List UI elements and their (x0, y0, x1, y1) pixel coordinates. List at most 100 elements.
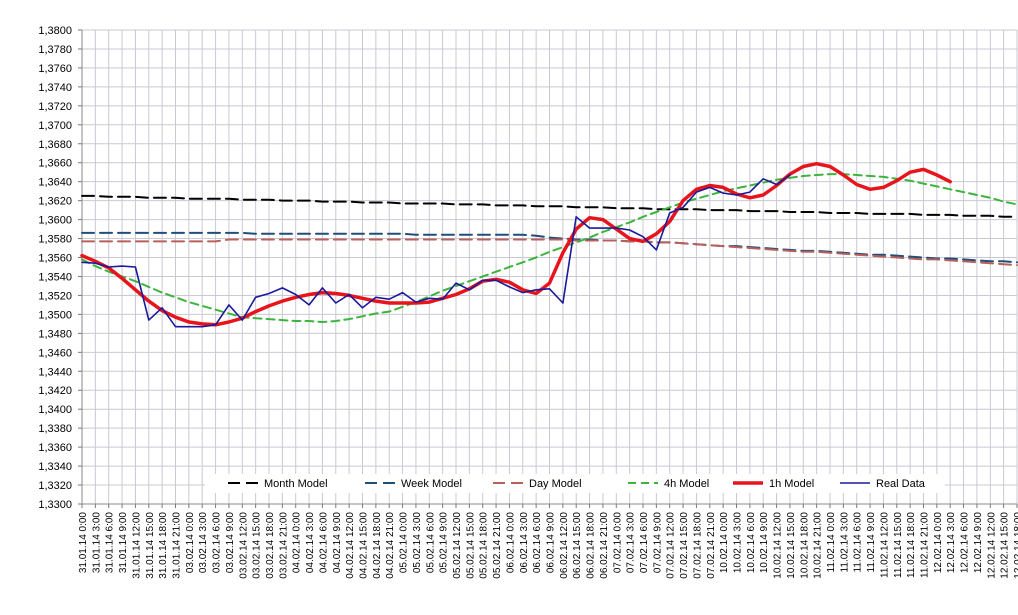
x-tick-label: 05.02.14 0:00 (399, 512, 410, 574)
x-tick-label: 06.02.14 21:00 (599, 512, 610, 579)
x-tick-label: 03.02.14 18:00 (265, 512, 276, 579)
x-tick-label: 04.02.14 0:00 (292, 512, 303, 574)
x-tick-label: 06.02.14 9:00 (546, 512, 557, 574)
y-tick-label: 1,3460 (38, 347, 72, 359)
x-tick-label: 31.01.14 18:00 (158, 512, 169, 579)
x-tick-label: 31.01.14 15:00 (145, 512, 156, 579)
x-tick-label: 10.02.14 6:00 (746, 512, 757, 574)
x-tick-label: 03.02.14 9:00 (225, 512, 236, 574)
x-tick-label: 12.02.14 12:00 (986, 512, 997, 579)
x-tick-label: 05.02.14 3:00 (412, 512, 423, 574)
y-tick-label: 1,3680 (38, 139, 72, 151)
y-tick-label: 1,3740 (38, 82, 72, 94)
series-line-real-data (81, 174, 791, 328)
legend-label-real-data: Real Data (876, 478, 926, 490)
x-tick-label: 06.02.14 15:00 (572, 512, 583, 579)
x-tick-label: 11.02.14 12:00 (879, 512, 890, 578)
x-tick-label: 06.02.14 12:00 (559, 512, 570, 579)
x-tick-label: 10.02.14 15:00 (786, 512, 797, 579)
x-tick-label: 07.02.14 21:00 (706, 512, 717, 579)
x-tick-label: 06.02.14 18:00 (586, 512, 597, 579)
x-tick-label: 12.02.14 6:00 (960, 512, 971, 574)
x-tick-label: 11.02.14 21:00 (920, 512, 931, 578)
y-tick-label: 1,3540 (38, 271, 72, 283)
y-tick-label: 1,3640 (38, 177, 72, 189)
legend: Month Model Week Model Day Model 4h Model 1h… (205, 474, 945, 493)
x-tick-label: 11.02.14 0:00 (826, 512, 837, 573)
x-tick-label: 04.02.14 3:00 (305, 512, 316, 574)
y-tick-label: 1,3360 (38, 442, 72, 454)
x-tick-label: 05.02.14 18:00 (479, 512, 490, 579)
y-tick-label: 1,3420 (38, 385, 72, 397)
gridlines (81, 29, 1018, 505)
y-tick-label: 1,3700 (38, 120, 72, 132)
series-line-day-model (81, 238, 1018, 267)
legend-label-1h-model: 1h Model (769, 478, 814, 490)
x-tick-label: 31.01.14 9:00 (118, 512, 129, 574)
x-tick-label: 04.02.14 12:00 (345, 512, 356, 579)
x-tick-label: 07.02.14 3:00 (626, 512, 637, 574)
y-tick-label: 1,3660 (38, 158, 72, 170)
x-tick-label: 10.02.14 3:00 (733, 512, 744, 574)
x-tick-label: 04.02.14 18:00 (372, 512, 383, 579)
x-tick-label: 04.02.14 6:00 (318, 512, 329, 574)
x-tick-label: 03.02.14 15:00 (252, 512, 263, 579)
legend-label-week-model: Week Model (401, 478, 462, 490)
x-tick-label: 12.02.14 9:00 (973, 512, 984, 574)
x-tick-label: 07.02.14 0:00 (612, 512, 623, 574)
x-tick-label: 10.02.14 21:00 (813, 512, 824, 579)
y-tick-label: 1,3720 (38, 101, 72, 113)
y-tick-label: 1,3500 (38, 309, 72, 321)
legend-label-4h-model: 4h Model (664, 478, 709, 490)
x-tick-label: 05.02.14 12:00 (452, 512, 463, 579)
y-tick-label: 1,3620 (38, 196, 72, 208)
x-tick-label: 10.02.14 18:00 (799, 512, 810, 579)
x-tick-label: 05.02.14 9:00 (439, 512, 450, 574)
x-tick-label: 07.02.14 15:00 (679, 512, 690, 579)
x-tick-label: 11.02.14 9:00 (866, 512, 877, 573)
legend-box (205, 474, 945, 493)
x-tick-label: 07.02.14 18:00 (692, 512, 703, 579)
x-tick-label: 05.02.14 6:00 (425, 512, 436, 574)
x-tick-label: 03.02.14 6:00 (212, 512, 223, 574)
y-tick-label: 1,3440 (38, 366, 72, 378)
x-tick-label: 05.02.14 21:00 (492, 512, 503, 579)
x-tick-label: 03.02.14 21:00 (278, 512, 289, 579)
series-line-month-model (81, 194, 1018, 218)
x-tick-label: 07.02.14 6:00 (639, 512, 650, 574)
x-tick-label: 10.02.14 9:00 (759, 512, 770, 574)
x-tick-label: 10.02.14 12:00 (773, 512, 784, 579)
x-tick-label: 12.02.14 15:00 (1000, 512, 1011, 579)
x-tick-label: 04.02.14 21:00 (385, 512, 396, 579)
legend-label-day-model: Day Model (529, 478, 582, 490)
legend-label-month-model: Month Model (264, 478, 328, 490)
y-tick-label: 1,3300 (38, 499, 72, 511)
x-tick-label: 31.01.14 12:00 (131, 512, 142, 579)
y-tick-label: 1,3560 (38, 253, 72, 265)
x-tick-label: 11.02.14 18:00 (906, 512, 917, 578)
x-axis: 31.01.14 0:00 31.01.14 3:00 31.01.14 6:00 3… (78, 503, 1018, 579)
y-tick-label: 1,3340 (38, 461, 72, 473)
x-tick-label: 03.02.14 3:00 (198, 512, 209, 574)
x-tick-label: 10.02.14 0:00 (719, 512, 730, 574)
x-tick-label: 31.01.14 0:00 (78, 512, 89, 574)
y-tick-label: 1,3580 (38, 234, 72, 246)
series-line-4h-model (81, 173, 1018, 323)
x-tick-label: 04.02.14 9:00 (332, 512, 343, 574)
x-tick-label: 06.02.14 0:00 (505, 512, 516, 574)
x-tick-label: 12.02.14 3:00 (946, 512, 957, 574)
x-tick-label: 07.02.14 12:00 (666, 512, 677, 579)
x-tick-label: 11.02.14 6:00 (853, 512, 864, 573)
x-tick-label: 31.01.14 6:00 (105, 512, 116, 574)
y-tick-label: 1,3320 (38, 480, 72, 492)
x-tick-label: 11.02.14 3:00 (839, 512, 850, 573)
y-axis: 1,3300 1,3320 1,3340 1,3360 1,3380 1,3400 1,34… (38, 25, 83, 511)
y-tick-label: 1,3480 (38, 328, 72, 340)
x-tick-label: 05.02.14 15:00 (465, 512, 476, 579)
x-tick-label: 31.01.14 21:00 (172, 512, 183, 579)
y-tick-label: 1,3600 (38, 215, 72, 227)
y-tick-label: 1,3400 (38, 404, 72, 416)
x-tick-label: 11.02.14 15:00 (893, 512, 904, 578)
y-tick-label: 1,3800 (38, 25, 72, 37)
x-tick-label: 06.02.14 6:00 (532, 512, 543, 574)
